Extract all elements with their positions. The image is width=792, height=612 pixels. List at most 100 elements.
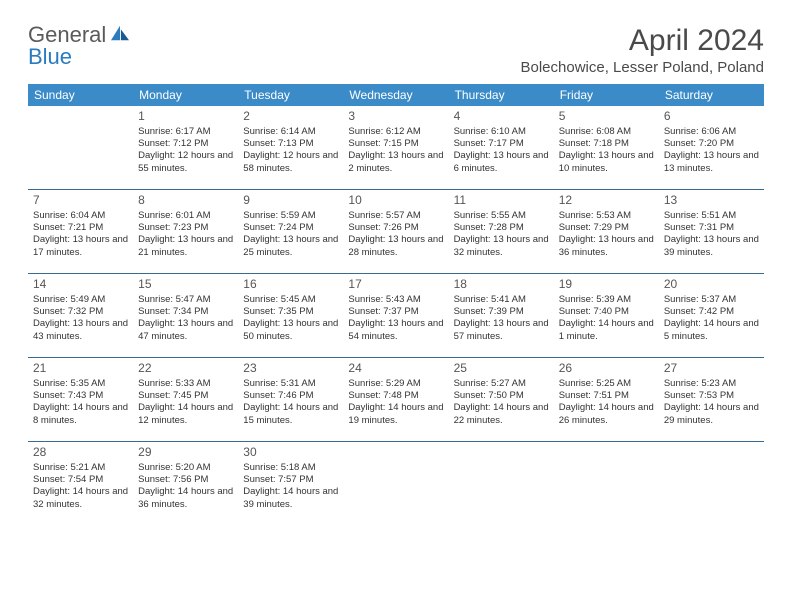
sunset-line: Sunset: 7:57 PM [243, 474, 338, 486]
daylight-line: Daylight: 13 hours and 2 minutes. [348, 150, 443, 175]
sunrise-line: Sunrise: 5:27 AM [454, 378, 549, 390]
sunrise-line: Sunrise: 5:51 AM [664, 210, 759, 222]
sunset-line: Sunset: 7:34 PM [138, 306, 233, 318]
sunrise-line: Sunrise: 6:10 AM [454, 126, 549, 138]
daylight-line: Daylight: 13 hours and 32 minutes. [454, 234, 549, 259]
month-title: April 2024 [521, 24, 765, 57]
calendar-cell: 20Sunrise: 5:37 AMSunset: 7:42 PMDayligh… [659, 274, 764, 358]
sunset-line: Sunset: 7:23 PM [138, 222, 233, 234]
day-number: 10 [348, 193, 443, 209]
day-number: 27 [664, 361, 759, 377]
calendar-cell: 12Sunrise: 5:53 AMSunset: 7:29 PMDayligh… [554, 190, 659, 274]
daylight-line: Daylight: 13 hours and 50 minutes. [243, 318, 338, 343]
calendar-cell [554, 442, 659, 526]
day-number: 28 [33, 445, 128, 461]
calendar-cell: 4Sunrise: 6:10 AMSunset: 7:17 PMDaylight… [449, 106, 554, 190]
calendar-cell: 14Sunrise: 5:49 AMSunset: 7:32 PMDayligh… [28, 274, 133, 358]
day-number: 20 [664, 277, 759, 293]
day-header: Tuesday [238, 84, 343, 106]
day-header: Friday [554, 84, 659, 106]
daylight-line: Daylight: 14 hours and 29 minutes. [664, 402, 759, 427]
sunrise-line: Sunrise: 5:59 AM [243, 210, 338, 222]
calendar-cell: 21Sunrise: 5:35 AMSunset: 7:43 PMDayligh… [28, 358, 133, 442]
daylight-line: Daylight: 14 hours and 5 minutes. [664, 318, 759, 343]
day-number: 21 [33, 361, 128, 377]
sunrise-line: Sunrise: 6:08 AM [559, 126, 654, 138]
day-number: 12 [559, 193, 654, 209]
sunrise-line: Sunrise: 5:29 AM [348, 378, 443, 390]
day-number: 14 [33, 277, 128, 293]
daylight-line: Daylight: 13 hours and 36 minutes. [559, 234, 654, 259]
logo-sail-icon [109, 24, 131, 42]
day-number: 7 [33, 193, 128, 209]
day-number: 11 [454, 193, 549, 209]
calendar-cell: 22Sunrise: 5:33 AMSunset: 7:45 PMDayligh… [133, 358, 238, 442]
day-number: 3 [348, 109, 443, 125]
daylight-line: Daylight: 13 hours and 17 minutes. [33, 234, 128, 259]
calendar-week: 7Sunrise: 6:04 AMSunset: 7:21 PMDaylight… [28, 190, 764, 274]
daylight-line: Daylight: 14 hours and 12 minutes. [138, 402, 233, 427]
day-number: 15 [138, 277, 233, 293]
sunset-line: Sunset: 7:48 PM [348, 390, 443, 402]
sunrise-line: Sunrise: 5:21 AM [33, 462, 128, 474]
sunset-line: Sunset: 7:46 PM [243, 390, 338, 402]
daylight-line: Daylight: 13 hours and 28 minutes. [348, 234, 443, 259]
calendar-cell: 29Sunrise: 5:20 AMSunset: 7:56 PMDayligh… [133, 442, 238, 526]
day-number: 8 [138, 193, 233, 209]
calendar-week: 21Sunrise: 5:35 AMSunset: 7:43 PMDayligh… [28, 358, 764, 442]
daylight-line: Daylight: 13 hours and 10 minutes. [559, 150, 654, 175]
calendar-cell: 9Sunrise: 5:59 AMSunset: 7:24 PMDaylight… [238, 190, 343, 274]
calendar-header-row: SundayMondayTuesdayWednesdayThursdayFrid… [28, 84, 764, 106]
sunrise-line: Sunrise: 5:18 AM [243, 462, 338, 474]
sunset-line: Sunset: 7:20 PM [664, 138, 759, 150]
calendar-cell: 11Sunrise: 5:55 AMSunset: 7:28 PMDayligh… [449, 190, 554, 274]
sunrise-line: Sunrise: 5:37 AM [664, 294, 759, 306]
calendar-cell: 28Sunrise: 5:21 AMSunset: 7:54 PMDayligh… [28, 442, 133, 526]
calendar-cell: 15Sunrise: 5:47 AMSunset: 7:34 PMDayligh… [133, 274, 238, 358]
day-number: 30 [243, 445, 338, 461]
sunset-line: Sunset: 7:35 PM [243, 306, 338, 318]
sunset-line: Sunset: 7:26 PM [348, 222, 443, 234]
logo-text: General Blue [28, 24, 131, 68]
calendar-cell: 10Sunrise: 5:57 AMSunset: 7:26 PMDayligh… [343, 190, 448, 274]
day-number: 17 [348, 277, 443, 293]
daylight-line: Daylight: 13 hours and 21 minutes. [138, 234, 233, 259]
calendar-cell: 26Sunrise: 5:25 AMSunset: 7:51 PMDayligh… [554, 358, 659, 442]
sunrise-line: Sunrise: 5:47 AM [138, 294, 233, 306]
day-number: 22 [138, 361, 233, 377]
sunset-line: Sunset: 7:31 PM [664, 222, 759, 234]
daylight-line: Daylight: 13 hours and 43 minutes. [33, 318, 128, 343]
sunrise-line: Sunrise: 5:23 AM [664, 378, 759, 390]
sunset-line: Sunset: 7:50 PM [454, 390, 549, 402]
day-number: 29 [138, 445, 233, 461]
calendar-cell: 1Sunrise: 6:17 AMSunset: 7:12 PMDaylight… [133, 106, 238, 190]
day-number: 2 [243, 109, 338, 125]
calendar-cell: 5Sunrise: 6:08 AMSunset: 7:18 PMDaylight… [554, 106, 659, 190]
calendar-cell: 25Sunrise: 5:27 AMSunset: 7:50 PMDayligh… [449, 358, 554, 442]
sunrise-line: Sunrise: 6:12 AM [348, 126, 443, 138]
sunset-line: Sunset: 7:37 PM [348, 306, 443, 318]
daylight-line: Daylight: 13 hours and 25 minutes. [243, 234, 338, 259]
daylight-line: Daylight: 14 hours and 39 minutes. [243, 486, 338, 511]
sunset-line: Sunset: 7:13 PM [243, 138, 338, 150]
daylight-line: Daylight: 14 hours and 22 minutes. [454, 402, 549, 427]
sunrise-line: Sunrise: 5:33 AM [138, 378, 233, 390]
sunrise-line: Sunrise: 5:31 AM [243, 378, 338, 390]
daylight-line: Daylight: 13 hours and 54 minutes. [348, 318, 443, 343]
calendar-cell: 27Sunrise: 5:23 AMSunset: 7:53 PMDayligh… [659, 358, 764, 442]
day-header: Wednesday [343, 84, 448, 106]
sunrise-line: Sunrise: 5:53 AM [559, 210, 654, 222]
location: Bolechowice, Lesser Poland, Poland [521, 59, 765, 76]
logo-word2: Blue [28, 44, 72, 69]
day-number: 25 [454, 361, 549, 377]
sunset-line: Sunset: 7:45 PM [138, 390, 233, 402]
sunset-line: Sunset: 7:56 PM [138, 474, 233, 486]
calendar-week: 14Sunrise: 5:49 AMSunset: 7:32 PMDayligh… [28, 274, 764, 358]
day-number: 5 [559, 109, 654, 125]
calendar-cell: 17Sunrise: 5:43 AMSunset: 7:37 PMDayligh… [343, 274, 448, 358]
daylight-line: Daylight: 13 hours and 47 minutes. [138, 318, 233, 343]
day-number: 16 [243, 277, 338, 293]
calendar-cell: 2Sunrise: 6:14 AMSunset: 7:13 PMDaylight… [238, 106, 343, 190]
day-header: Saturday [659, 84, 764, 106]
calendar-cell: 23Sunrise: 5:31 AMSunset: 7:46 PMDayligh… [238, 358, 343, 442]
